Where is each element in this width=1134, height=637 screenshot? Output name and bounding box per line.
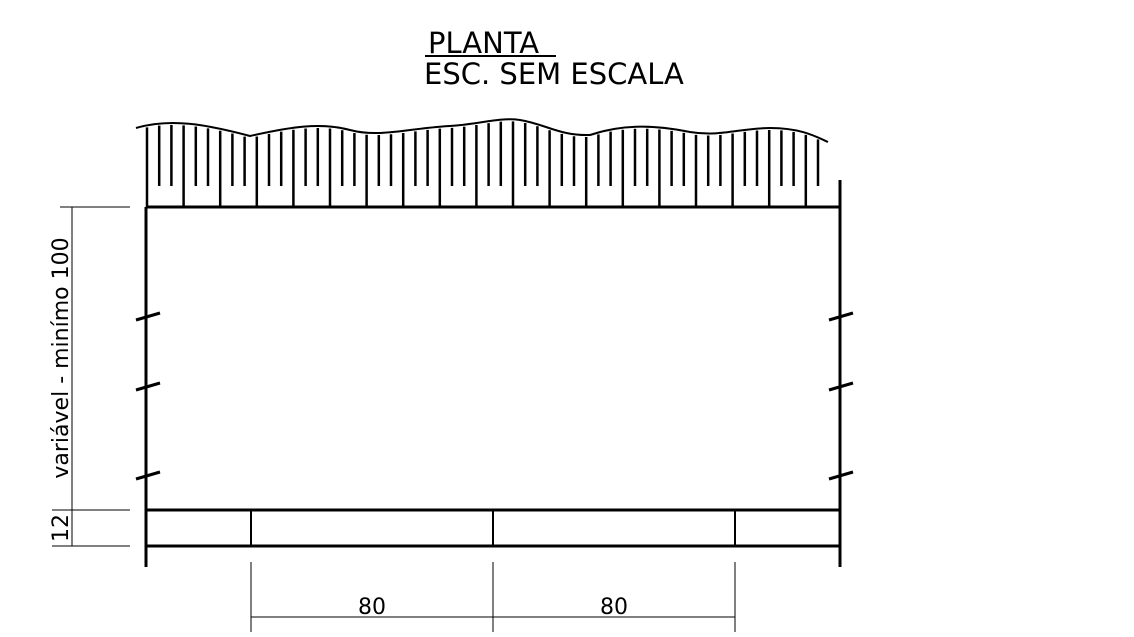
break-mark-left-2 (135, 381, 161, 392)
break-mark-left-1 (135, 311, 161, 322)
break-mark-right-3 (828, 470, 854, 481)
dim-span-right-label: 80 (600, 595, 628, 620)
drawing-title: PLANTA (428, 26, 539, 60)
drawing-scale: ESC. SEM ESCALA (424, 57, 684, 91)
dim-curb-label: 12 (49, 514, 74, 542)
break-mark-right-2 (828, 381, 854, 392)
dim-span-left-label: 80 (358, 595, 386, 620)
soil-hatch (145, 121, 820, 207)
soil-wave-line (135, 118, 829, 143)
break-mark-right-1 (828, 311, 854, 322)
dim-height-label: variável - minímo 100 (49, 237, 74, 478)
break-mark-left-3 (135, 470, 161, 481)
